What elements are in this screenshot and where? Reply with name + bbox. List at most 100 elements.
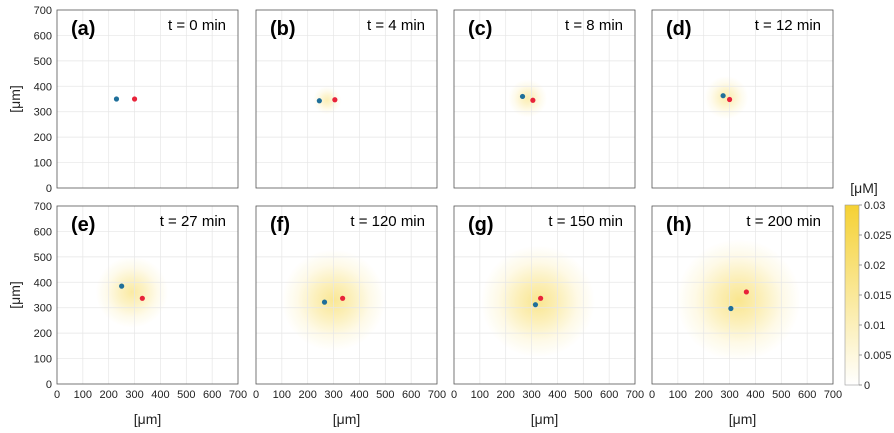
panel-d: (d) t = 12 min <box>651 9 834 189</box>
colorbar-tick-label: 0.02 <box>864 260 885 272</box>
y-tick-label: 200 <box>34 328 52 340</box>
concentration-field <box>95 256 169 328</box>
colorbar-gradient <box>844 204 860 386</box>
panel-f: (f) t = 120 min 0 100 200 300 400 500 600 700 [μm] <box>253 205 446 427</box>
x-tick-label: 100 <box>471 389 489 401</box>
x-tick-label: 200 <box>299 389 317 401</box>
blue-cell-marker <box>728 305 734 312</box>
x-tick-label: 300 <box>324 389 342 401</box>
x-tick-label: 300 <box>522 389 540 401</box>
y-tick-label: 100 <box>34 354 52 366</box>
x-tick-label: 500 <box>177 389 195 401</box>
colorbar-unit-label: [μM] <box>850 180 878 196</box>
blue-cell-marker <box>532 302 539 308</box>
concentration-field <box>508 79 548 118</box>
colorbar-tick-label: 0.025 <box>864 230 892 242</box>
panel-a: (a) t = 0 min 0 100 200 300 400 500 600 700 [μm] <box>7 5 239 195</box>
plot-frame <box>255 205 438 385</box>
y-tick-label: 300 <box>34 303 52 315</box>
x-tick-label: 0 <box>649 389 655 401</box>
blue-cell-marker <box>119 283 125 289</box>
panel-e: (e) t = 27 min 0 100 200 300 400 500 600 700 [μm] 0… <box>7 201 247 427</box>
y-tick-label: 200 <box>34 132 52 144</box>
panel-label: (g) <box>468 214 494 236</box>
x-tick-label: 0 <box>54 389 60 401</box>
x-tick-label: 500 <box>772 389 790 401</box>
blue-cell-marker <box>316 98 322 104</box>
plot-frame <box>453 9 636 189</box>
x-tick-label: 500 <box>376 389 394 401</box>
y-tick-label: 0 <box>46 379 52 391</box>
plot-area <box>256 10 437 188</box>
panel-label: (e) <box>71 214 95 236</box>
x-tick-label: 200 <box>695 389 713 401</box>
panel-label: (h) <box>666 214 692 236</box>
panel-label: (a) <box>71 18 95 40</box>
y-tick-label: 500 <box>34 252 52 264</box>
x-tick-label: 300 <box>125 389 143 401</box>
colorbar-tick-label: 0 <box>864 380 870 392</box>
red-cell-marker <box>139 295 145 301</box>
x-axis-label: [μm] <box>134 411 162 427</box>
time-label: t = 120 min <box>350 213 425 230</box>
time-label: t = 4 min <box>367 17 425 34</box>
plot-frame <box>453 205 636 385</box>
panel-grid: (a) t = 0 min 0 100 200 300 400 500 600 700 [μm] (b… <box>7 5 842 427</box>
colorbar: 0 0.005 0.01 0.015 0.02 0.025 0.03 [μM] <box>844 180 892 392</box>
x-axis-label: [μm] <box>333 411 361 427</box>
y-axis-label: [μm] <box>7 281 23 309</box>
panel-label: (b) <box>270 18 296 40</box>
x-tick-label: 700 <box>428 389 446 401</box>
x-tick-label: 0 <box>253 389 259 401</box>
panel-c: (c) t = 8 min <box>453 9 636 189</box>
time-label: t = 200 min <box>746 213 821 230</box>
concentration-field <box>312 86 342 115</box>
plot-area <box>57 10 238 188</box>
time-label: t = 150 min <box>548 213 623 230</box>
y-tick-label: 400 <box>34 81 52 93</box>
x-tick-label: 200 <box>100 389 118 401</box>
x-tick-label: 300 <box>720 389 738 401</box>
y-tick-label: 600 <box>34 30 52 42</box>
panel-label: (f) <box>270 214 290 236</box>
x-tick-label: 600 <box>203 389 221 401</box>
concentration-field <box>481 245 595 358</box>
panel-h: (h) t = 200 min 0 100 200 300 400 500 600 700 [μm] <box>649 205 842 427</box>
x-tick-label: 200 <box>497 389 515 401</box>
y-tick-label: 700 <box>34 201 52 213</box>
red-cell-marker <box>340 295 346 301</box>
plot-frame <box>56 9 239 189</box>
x-tick-label: 700 <box>229 389 247 401</box>
y-tick-label: 100 <box>34 158 52 170</box>
concentration-field <box>704 75 749 120</box>
time-label: t = 8 min <box>565 17 623 34</box>
x-tick-label: 500 <box>574 389 592 401</box>
concentration-field <box>676 239 801 362</box>
plot-frame <box>651 9 834 189</box>
time-label: t = 12 min <box>755 17 821 34</box>
x-tick-label: 100 <box>669 389 687 401</box>
red-cell-marker <box>530 97 536 103</box>
plot-frame <box>56 205 239 385</box>
blue-cell-marker <box>720 93 726 99</box>
x-tick-label: 600 <box>402 389 420 401</box>
x-tick-label: 400 <box>151 389 169 401</box>
x-tick-label: 400 <box>350 389 368 401</box>
colorbar-tick-label: 0.015 <box>864 290 892 302</box>
panel-label: (c) <box>468 18 492 40</box>
x-tick-label: 400 <box>746 389 764 401</box>
y-tick-label: 300 <box>34 107 52 119</box>
red-cell-marker <box>131 96 138 102</box>
red-cell-marker <box>726 96 733 103</box>
x-tick-label: 600 <box>798 389 816 401</box>
red-cell-marker <box>538 295 544 301</box>
panel-b: (b) t = 4 min <box>255 9 438 189</box>
x-axis-label: [μm] <box>531 411 559 427</box>
blue-cell-marker <box>113 96 120 102</box>
y-tick-label: 600 <box>34 226 52 238</box>
colorbar-tick-label: 0.01 <box>864 320 885 332</box>
y-tick-label: 500 <box>34 56 52 68</box>
x-tick-label: 0 <box>451 389 457 401</box>
panel-label: (d) <box>666 18 692 40</box>
